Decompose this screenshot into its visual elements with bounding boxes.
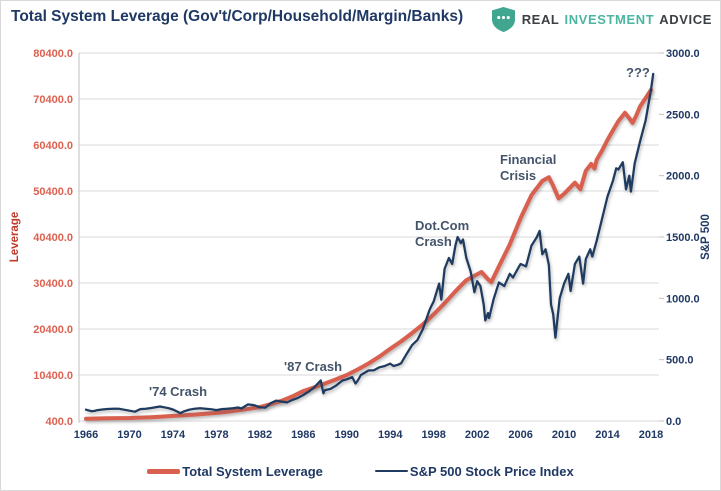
x-axis-tick-label: 2002 <box>465 429 489 441</box>
x-axis-tick-label: 1990 <box>335 429 359 441</box>
legend-line-swatch <box>374 469 408 473</box>
annotation-label: Financial Crisis <box>500 152 557 183</box>
legend-line-swatch <box>147 468 181 474</box>
y-right-tick-label: 1000.0 <box>666 293 700 305</box>
y-right-tick-label: 2500.0 <box>666 109 700 121</box>
brand-word: INVESTMENT <box>564 12 655 27</box>
brand-word: REAL <box>521 12 560 27</box>
y-left-tick-label: 80400.0 <box>33 48 73 60</box>
brand-word: ADVICE <box>659 12 712 27</box>
annotation-label: '74 Crash <box>149 384 208 399</box>
y-left-axis-title: Leverage <box>9 212 21 263</box>
series-line-leverage <box>84 87 653 421</box>
y-left-tick-label: 10400.0 <box>33 370 73 382</box>
legend-item-sp500: S&P 500 Stock Price Index <box>374 463 574 479</box>
y-right-tick-label: 500.0 <box>666 355 694 367</box>
x-axis-tick-label: 1978 <box>204 429 228 441</box>
y-left-tick-label: 20400.0 <box>33 324 73 336</box>
y-left-tick-label: 40400.0 <box>33 232 73 244</box>
x-axis-tick-label: 2018 <box>639 429 663 441</box>
shield-icon <box>491 7 515 32</box>
x-axis-tick-label: 1970 <box>117 429 141 441</box>
y-right-tick-label: 3000.0 <box>666 48 700 60</box>
y-right-tick-label: 0.0 <box>666 416 681 428</box>
x-axis-tick-label: 2006 <box>508 429 532 441</box>
brand-wordmark: REAL INVESTMENT ADVICE <box>522 12 712 27</box>
chart-legend: Total System Leverage S&P 500 Stock Price… <box>1 460 720 482</box>
x-axis-tick-label: 1994 <box>378 429 403 441</box>
shield-dot <box>506 16 510 20</box>
legend-label: S&P 500 Stock Price Index <box>409 463 574 479</box>
y-right-axis-title: S&P 500 <box>700 214 712 260</box>
x-axis-tick-label: 1966 <box>74 429 98 441</box>
brand-logo: REAL INVESTMENT ADVICE <box>491 7 712 32</box>
y-right-tick-label: 1500.0 <box>666 232 700 244</box>
y-left-tick-label: 30400.0 <box>33 278 73 290</box>
shield-dot <box>501 16 505 20</box>
chart-header: Total System Leverage (Gov't/Corp/Househ… <box>1 1 720 37</box>
x-axis-tick-label: 1998 <box>421 429 445 441</box>
annotation-label: '87 Crash <box>284 359 343 374</box>
legend-item-leverage: Total System Leverage <box>147 464 323 479</box>
legend-label: Total System Leverage <box>182 463 323 479</box>
x-axis-tick-label: 1974 <box>161 429 186 441</box>
shield-dot <box>496 16 500 20</box>
chart-title: Total System Leverage (Gov't/Corp/Househ… <box>11 8 464 25</box>
annotation-label: Dot.Com Crash <box>415 218 470 249</box>
x-axis-tick-label: 2014 <box>595 429 620 441</box>
annotation-label: ??? <box>626 65 650 80</box>
y-left-tick-label: 400.0 <box>45 416 73 428</box>
y-right-tick-label: 2000.0 <box>666 171 700 183</box>
x-axis-tick-label: 2010 <box>552 429 576 441</box>
x-axis-tick-label: 1982 <box>248 429 272 441</box>
y-left-tick-label: 70400.0 <box>33 94 73 106</box>
y-left-tick-label: 60400.0 <box>33 140 73 152</box>
x-axis-tick-label: 1986 <box>291 429 315 441</box>
series-line-sp500 <box>84 72 655 415</box>
y-left-tick-label: 50400.0 <box>33 186 73 198</box>
